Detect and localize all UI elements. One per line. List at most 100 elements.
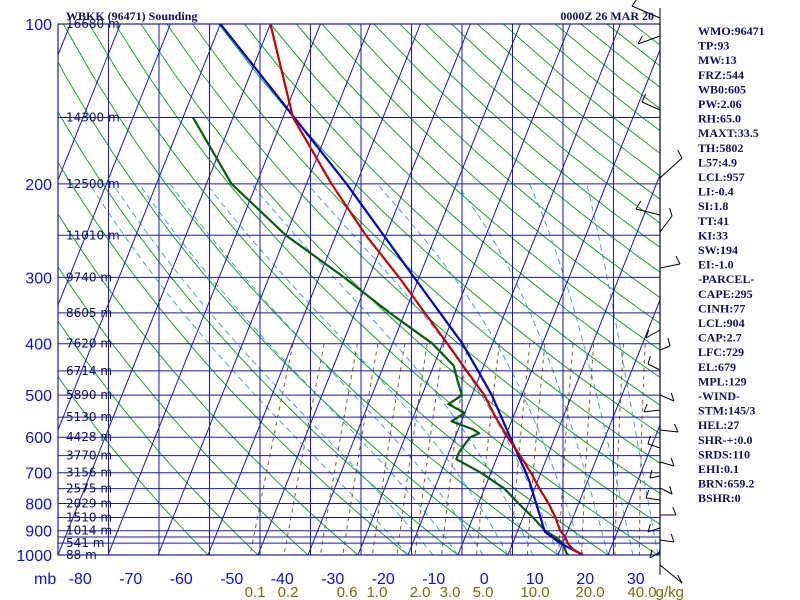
stability-index: SRDS:110 <box>698 447 750 461</box>
height-label: 6714 m <box>66 364 112 378</box>
height-label: 12500 m <box>66 177 120 191</box>
stability-index: KI:33 <box>698 228 728 242</box>
isotherm-line <box>257 24 471 555</box>
wind-barb <box>645 497 661 501</box>
wind-barb-flag <box>647 435 651 445</box>
dry-adiabat-line <box>295 24 660 351</box>
moist-adiabat-line <box>306 183 559 555</box>
wind-barb-flag <box>647 355 651 365</box>
wind-barb-flag <box>670 457 675 467</box>
isotherm-line <box>58 24 271 555</box>
dry-adiabat-line <box>373 24 660 273</box>
isotherm-line <box>58 24 121 182</box>
mixing-ratio-label: 0.6 <box>337 584 358 600</box>
pressure-tick-label: 500 <box>25 388 52 405</box>
wind-barb-flag <box>669 207 673 217</box>
temperature-tick-label: 10 <box>526 571 544 588</box>
mixing-ratio-label: 20.0 <box>575 584 604 600</box>
temperature-tick-label: -30 <box>321 571 344 588</box>
height-label: 2575 m <box>66 482 112 496</box>
station-title: WBKK (96471) Sounding <box>66 9 197 23</box>
dry-adiabat-line <box>270 24 660 378</box>
dry-adiabat-line <box>166 24 660 494</box>
wind-barb-column <box>631 0 683 584</box>
height-label: 5130 m <box>66 410 112 424</box>
stability-index: WB0:605 <box>698 82 746 96</box>
wind-barb <box>659 564 683 584</box>
wind-barb-flag <box>667 337 671 347</box>
stability-index: SW:194 <box>698 243 738 257</box>
height-label: 4428 m <box>66 430 112 444</box>
height-label: 7620 m <box>66 337 112 351</box>
mixing-ratio-line <box>396 343 428 555</box>
wind-barb <box>659 215 673 233</box>
stability-index: MAXT:33.5 <box>698 126 759 140</box>
mixing-ratio-line <box>283 343 325 555</box>
stability-index: -PARCEL- <box>698 272 754 286</box>
isotherm-line <box>457 48 660 555</box>
wind-barb-flag <box>645 329 650 339</box>
mixing-ratio-line <box>414 343 445 555</box>
mixing-ratio-line <box>614 343 624 555</box>
mixing-ratio-line <box>638 343 646 555</box>
mixing-ratio-line <box>441 343 469 555</box>
stability-index: LCL:957 <box>698 170 745 184</box>
moist-adiabat-line <box>169 183 484 555</box>
dry-adiabat-line <box>554 24 660 110</box>
wind-barb-flag <box>670 533 675 543</box>
stability-index: MPL:129 <box>698 374 747 388</box>
dry-adiabat-line <box>58 213 359 555</box>
wind-barb-flag <box>641 93 647 103</box>
wind-barb <box>659 461 675 467</box>
wind-barb <box>631 5 661 19</box>
stability-index: CAP:2.7 <box>698 331 742 345</box>
height-label: 14300 m <box>66 111 120 125</box>
mixing-ratio-line <box>476 343 500 555</box>
mixing-ratio-unit-label: g/kg <box>656 584 684 600</box>
height-label: 2029 m <box>66 497 112 511</box>
temperature-tick-label: -20 <box>372 571 395 588</box>
wind-barb-flag <box>649 469 653 479</box>
wind-barb <box>637 35 661 45</box>
height-label: 1014 m <box>66 524 112 538</box>
pressure-tick-label: 700 <box>25 466 52 483</box>
moist-adiabat-line <box>112 183 434 555</box>
wind-barb <box>659 487 673 495</box>
stability-index: RH:65.0 <box>698 112 741 126</box>
temperature-tick-label: 0 <box>480 571 489 588</box>
mixing-ratio-line <box>510 343 531 555</box>
wind-barb-flag <box>637 35 643 45</box>
mixing-ratio-line <box>319 343 358 555</box>
wind-barb-flag <box>675 255 681 265</box>
wind-barb-flag <box>673 423 679 433</box>
pressure-tick-label: 800 <box>25 497 52 514</box>
temperature-tick-label: -10 <box>422 571 445 588</box>
stability-index: TT:41 <box>698 214 729 228</box>
wind-barb <box>649 551 661 559</box>
stability-index: EI:-1.0 <box>698 258 734 272</box>
stability-index: -WIND- <box>698 389 740 403</box>
mixing-ratio-line <box>526 343 546 555</box>
stability-index: MW:13 <box>698 53 737 67</box>
dry-adiabat-line <box>192 24 660 464</box>
stability-index: EHI:0.1 <box>698 462 739 476</box>
dry-adiabat-line <box>58 375 209 555</box>
pressure-tick-label: 300 <box>25 270 52 287</box>
isotherm-line <box>0 24 20 566</box>
mixing-ratio-label: 2.0 <box>410 584 431 600</box>
sounding-time: 0000Z 26 MAR 20 <box>560 9 654 23</box>
dry-adiabat-line <box>244 24 660 406</box>
stability-index: TP:93 <box>698 39 729 53</box>
mixing-ratio-line <box>249 343 294 555</box>
dry-adiabat-line <box>58 161 409 555</box>
stability-index: LFC:729 <box>698 345 744 359</box>
pressure-tick-label: 1000 <box>16 548 52 565</box>
wind-barb <box>647 363 661 371</box>
wind-barb-flag <box>649 549 653 559</box>
mixing-ratio-label: 40.0 <box>627 584 656 600</box>
dry-adiabat-line <box>58 265 309 555</box>
wind-barb-flag <box>669 485 673 495</box>
dry-adiabat-line <box>399 24 660 248</box>
